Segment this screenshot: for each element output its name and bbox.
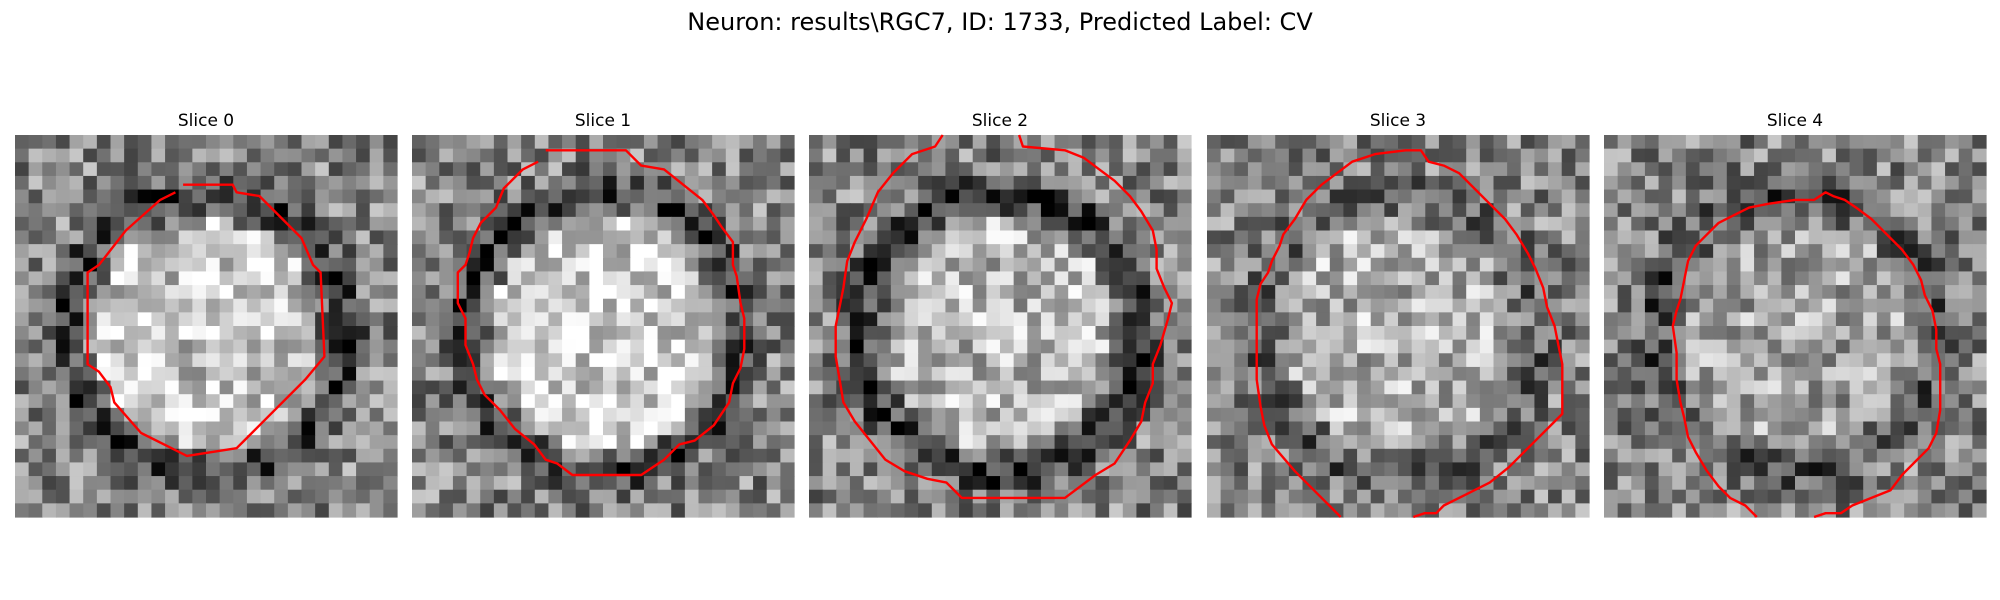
cell-contour [86, 183, 326, 458]
slice-title: Slice 4 [1767, 111, 1823, 131]
slice-title: Slice 0 [178, 111, 234, 131]
slice-title: Slice 2 [972, 111, 1028, 131]
slice-panel-3: Slice 3 [1207, 111, 1590, 519]
slice-image [1604, 135, 1987, 518]
cell-contour [834, 134, 1174, 500]
slice-title: Slice 3 [1370, 111, 1426, 131]
figure-title: Neuron: results\RGC7, ID: 1733, Predicte… [687, 8, 1313, 36]
slice-image [15, 135, 398, 518]
slice-title: Slice 1 [575, 111, 631, 131]
panels-row: Slice 0 Slice 1 Slice 2 Slice 3 Slice 4 [15, 111, 1987, 519]
slice-panel-2: Slice 2 [809, 111, 1192, 518]
cell-contour [456, 149, 746, 477]
cell-contour [1255, 149, 1564, 519]
slice-image [412, 135, 795, 518]
slice-panel-0: Slice 0 [15, 111, 398, 518]
slice-panel-4: Slice 4 [1604, 111, 1987, 519]
cell-contour [1671, 191, 1942, 519]
slice-panel-1: Slice 1 [412, 111, 795, 518]
slice-image [809, 135, 1192, 518]
slice-image [1207, 135, 1590, 518]
